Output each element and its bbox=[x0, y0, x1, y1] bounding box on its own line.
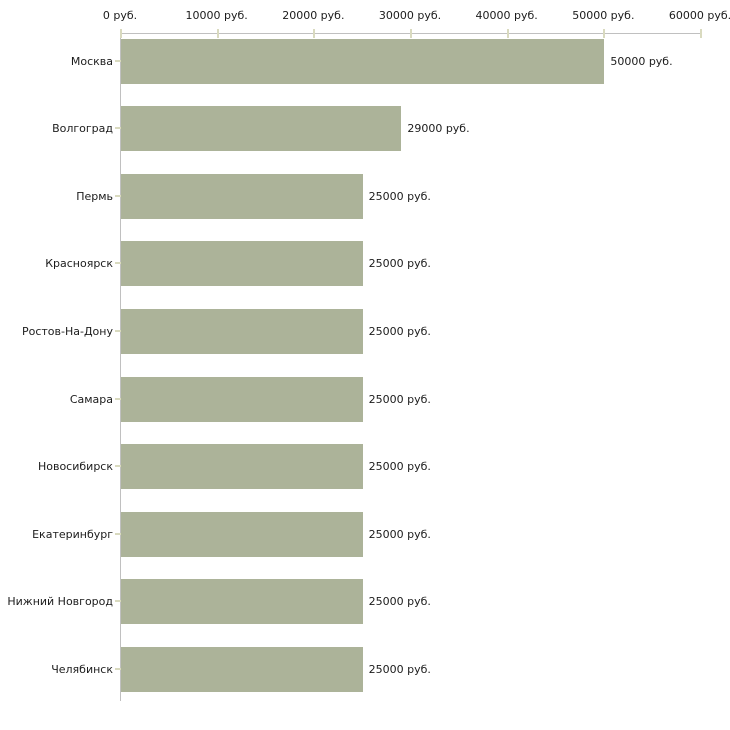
x-axis-tick-label: 0 руб. bbox=[102, 9, 138, 22]
y-axis-tick-mark bbox=[115, 600, 121, 603]
value-label: 25000 руб. bbox=[368, 662, 431, 676]
y-axis-tick-mark bbox=[115, 532, 121, 535]
bar-row: Красноярск 25000 руб. bbox=[45, 241, 701, 287]
value-label: 50000 руб. bbox=[610, 54, 673, 68]
y-axis-tick-mark bbox=[115, 262, 121, 265]
value-label: 25000 руб. bbox=[368, 392, 431, 406]
category-label: Нижний Новгород bbox=[7, 595, 113, 609]
category-label: Новосибирск bbox=[37, 460, 113, 474]
value-label: 25000 руб. bbox=[368, 527, 431, 541]
x-axis-labels: 0 руб. 10000 руб. 20000 руб. 30000 руб. 4000… bbox=[103, 9, 730, 23]
bar bbox=[121, 376, 363, 422]
bar bbox=[121, 308, 363, 354]
bar bbox=[121, 173, 363, 219]
bar-row: Москва 50000 руб. bbox=[71, 38, 701, 84]
x-axis-tick-mark bbox=[603, 29, 606, 38]
bar bbox=[121, 579, 363, 625]
x-axis-tick-mark bbox=[216, 29, 219, 38]
y-axis-tick-mark bbox=[115, 397, 121, 400]
x-axis-tick-label: 40000 руб. bbox=[475, 9, 538, 22]
y-axis-tick-mark bbox=[115, 465, 121, 468]
y-axis-tick-mark bbox=[115, 127, 121, 130]
bar-row: Челябинск 25000 руб. bbox=[51, 646, 701, 692]
category-label: Ростов-На-Дону bbox=[21, 324, 113, 338]
category-label: Челябинск bbox=[51, 662, 113, 676]
bar bbox=[121, 38, 605, 84]
x-axis-tick-label: 50000 руб. bbox=[572, 9, 635, 22]
category-label: Волгоград bbox=[52, 122, 113, 136]
x-axis-tick-label: 10000 руб. bbox=[185, 9, 248, 22]
bar bbox=[121, 241, 363, 287]
category-label: Пермь bbox=[76, 189, 113, 203]
value-label: 25000 руб. bbox=[368, 595, 431, 609]
category-label: Самара bbox=[69, 392, 113, 406]
y-axis-tick-mark bbox=[115, 667, 121, 670]
y-axis-tick-mark bbox=[115, 329, 121, 332]
x-axis-tick-label: 20000 руб. bbox=[282, 9, 345, 22]
x-axis-tick-mark bbox=[313, 29, 316, 38]
x-axis-tick-label: 60000 руб. bbox=[668, 9, 730, 22]
bar bbox=[121, 646, 363, 692]
value-label: 25000 руб. bbox=[368, 257, 431, 271]
bar-row: Самара 25000 руб. bbox=[70, 376, 701, 422]
bar-row: Ростов-На-Дону 25000 руб. bbox=[22, 308, 701, 354]
bar-row: Пермь 25000 руб. bbox=[76, 173, 701, 219]
bar-row: Нижний Новгород 25000 руб. bbox=[7, 579, 701, 625]
y-axis-tick-mark bbox=[115, 59, 121, 62]
value-label: 25000 руб. bbox=[368, 460, 431, 474]
plot-area: Москва 50000 руб. Волгоград 29000 руб. Пермь… bbox=[7, 29, 702, 701]
bar-row: Новосибирск 25000 руб. bbox=[38, 444, 701, 490]
x-axis-tick-mark bbox=[120, 29, 122, 38]
category-label: Москва bbox=[70, 54, 113, 68]
bar bbox=[121, 444, 363, 490]
bar-row: Волгоград 29000 руб. bbox=[52, 106, 701, 152]
x-axis-tick-mark bbox=[700, 29, 702, 38]
value-label: 25000 руб. bbox=[368, 189, 431, 203]
y-axis-tick-mark bbox=[115, 194, 121, 197]
bar bbox=[121, 106, 402, 152]
x-axis-tick-mark bbox=[410, 29, 412, 38]
x-axis-tick-mark bbox=[506, 29, 509, 38]
value-label: 29000 руб. bbox=[407, 122, 470, 136]
category-label: Екатеринбург bbox=[32, 527, 113, 541]
x-axis-tick-label: 30000 руб. bbox=[378, 9, 442, 22]
value-label: 25000 руб. bbox=[368, 324, 431, 338]
category-label: Красноярск bbox=[45, 257, 113, 271]
bar bbox=[121, 511, 363, 557]
bar-row: Екатеринбург 25000 руб. bbox=[32, 511, 701, 557]
